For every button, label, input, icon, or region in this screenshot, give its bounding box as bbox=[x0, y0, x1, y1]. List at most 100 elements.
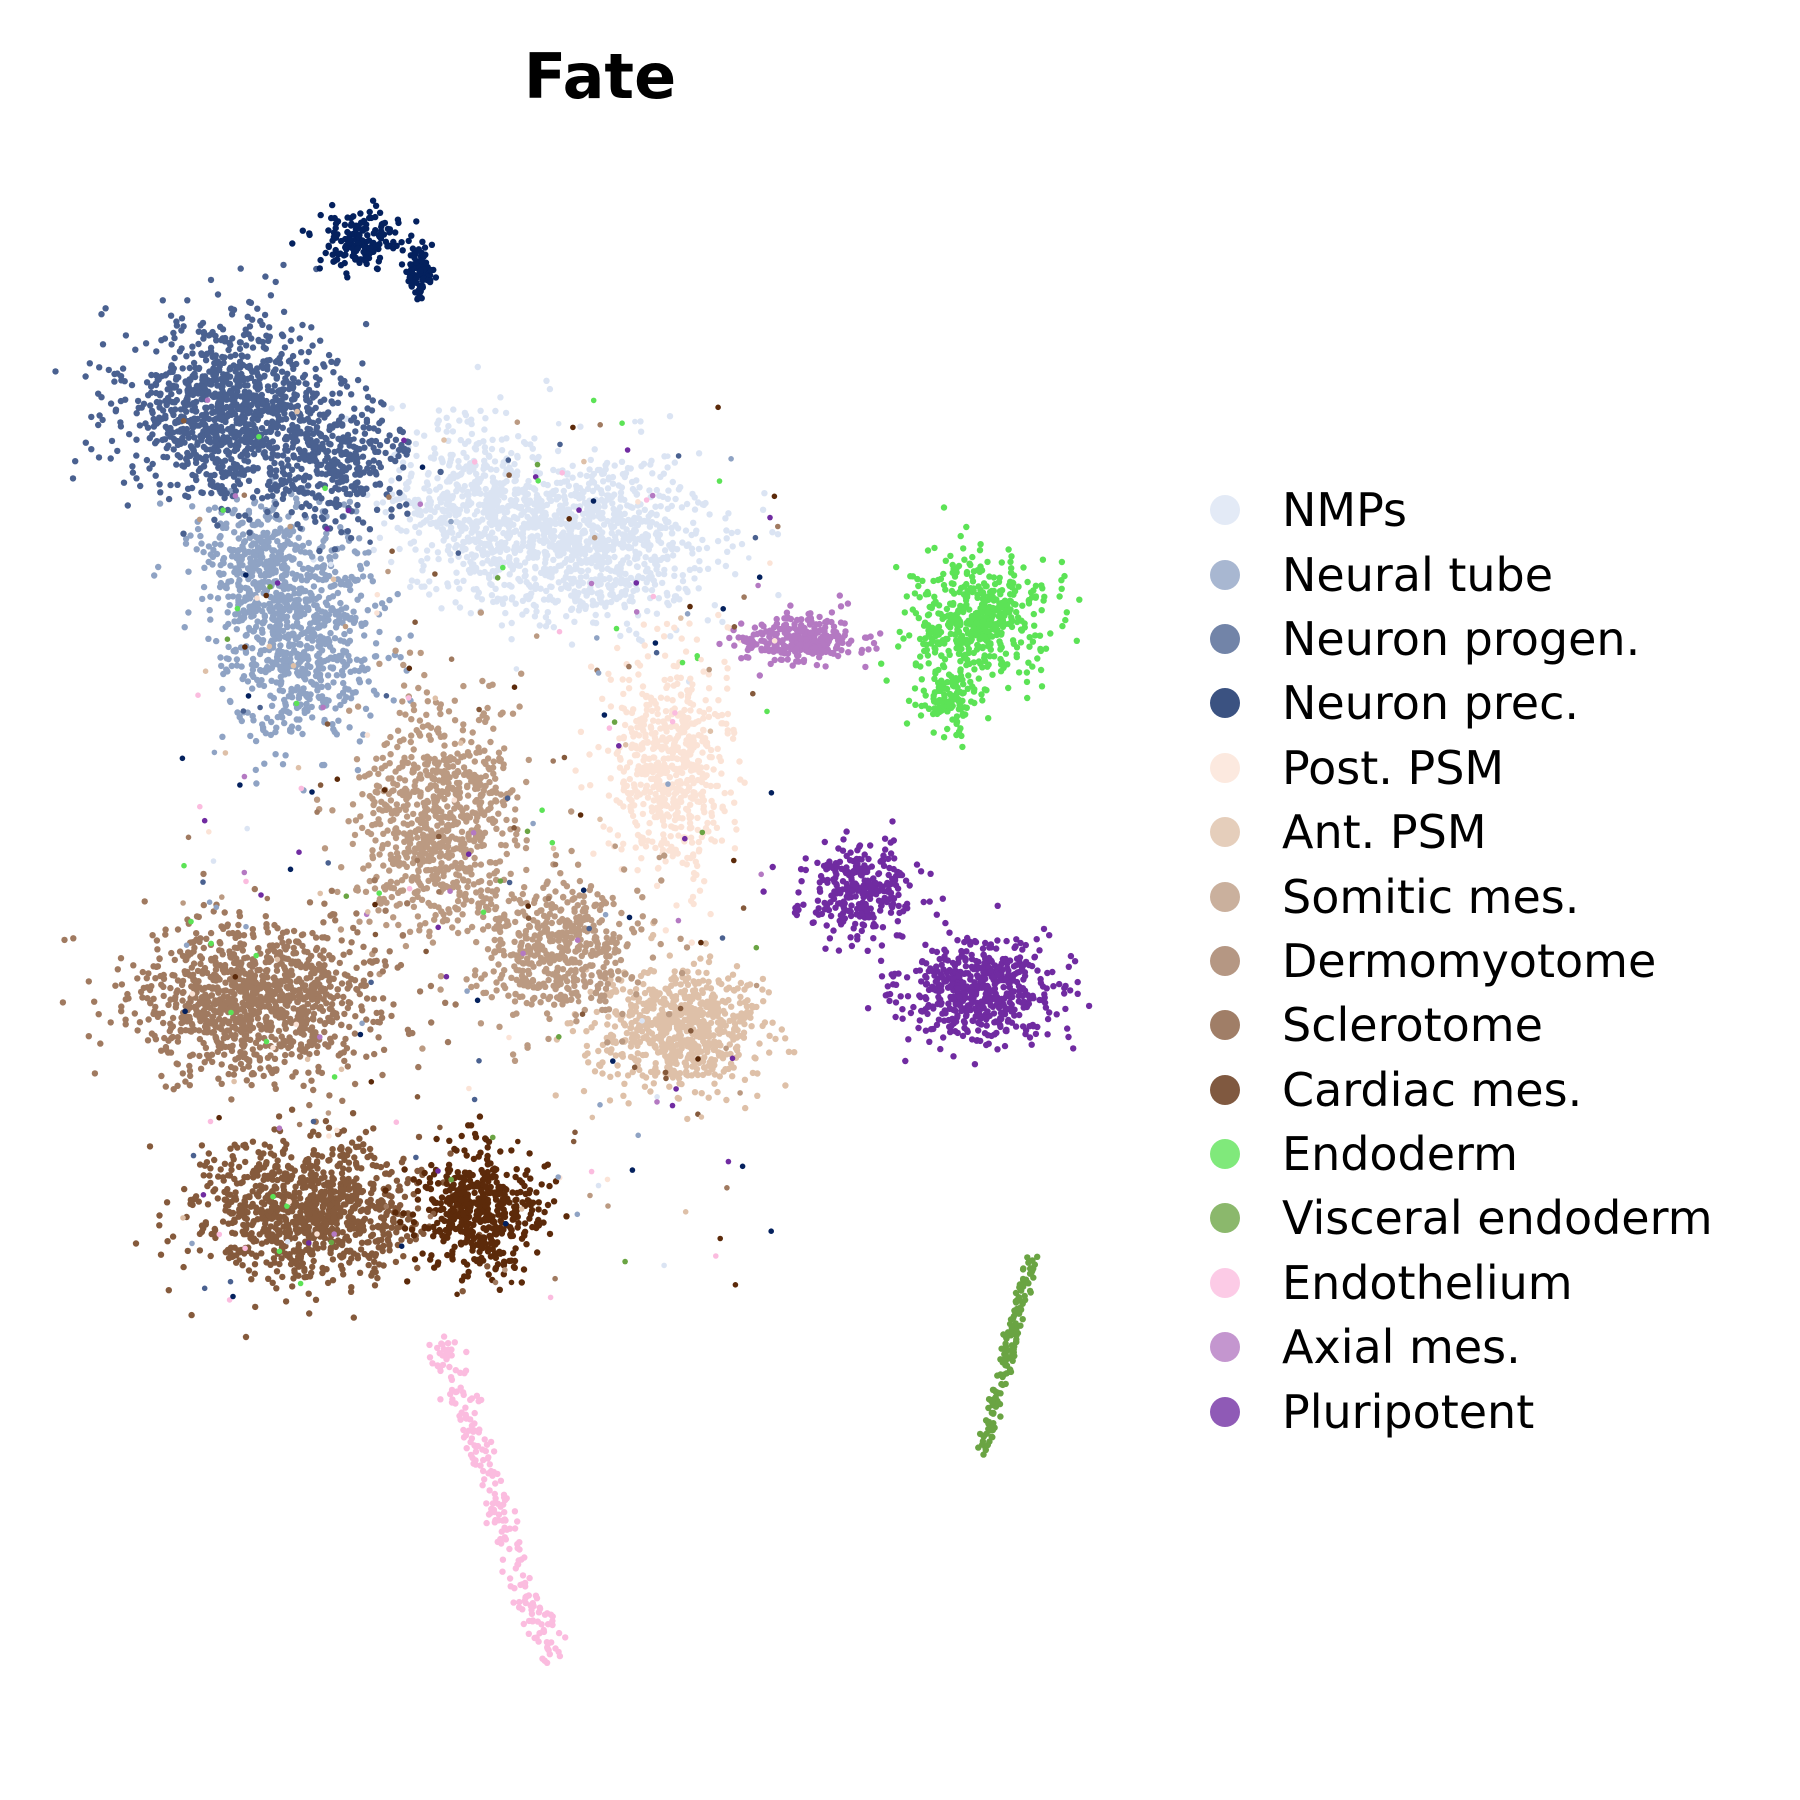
cell-point bbox=[541, 548, 548, 556]
cell-point bbox=[534, 532, 541, 539]
cell-point bbox=[140, 400, 148, 407]
cell-point bbox=[434, 504, 441, 511]
cell-point bbox=[294, 402, 301, 410]
cell-point bbox=[609, 480, 617, 487]
cell-point bbox=[683, 717, 690, 724]
cell-point bbox=[641, 560, 648, 568]
cell-point bbox=[231, 529, 238, 536]
cell-point bbox=[536, 506, 543, 513]
cell-point bbox=[684, 854, 691, 862]
cell-point bbox=[239, 374, 247, 381]
cell-point bbox=[258, 407, 266, 414]
cell-point bbox=[376, 442, 384, 449]
cell-point bbox=[645, 546, 652, 553]
cell-point bbox=[359, 573, 367, 580]
cell-point bbox=[486, 519, 493, 527]
cell-point bbox=[136, 422, 144, 429]
cell-point bbox=[324, 672, 332, 679]
cell-point bbox=[498, 447, 506, 454]
cell-point bbox=[228, 311, 236, 318]
cell-point bbox=[192, 408, 199, 415]
cell-point bbox=[399, 247, 406, 254]
cell-point bbox=[233, 445, 241, 453]
cell-point bbox=[642, 554, 649, 561]
cell-point bbox=[444, 580, 451, 587]
cell-point bbox=[102, 305, 109, 312]
cell-point bbox=[117, 423, 125, 430]
cell-point bbox=[642, 843, 650, 850]
cell-point bbox=[369, 578, 376, 585]
cell-point bbox=[184, 393, 191, 400]
cell-point bbox=[713, 782, 720, 790]
cell-point bbox=[381, 219, 389, 227]
cell-point bbox=[545, 524, 553, 532]
cell-point bbox=[696, 846, 703, 853]
cell-point bbox=[285, 670, 292, 677]
cell-point bbox=[461, 516, 468, 524]
cell-point bbox=[252, 766, 259, 774]
cell-point bbox=[583, 573, 590, 580]
cell-point bbox=[481, 462, 488, 469]
cell-point bbox=[201, 564, 208, 571]
cell-point bbox=[337, 524, 344, 531]
cell-point bbox=[333, 360, 340, 367]
cell-point bbox=[122, 332, 130, 339]
cell-point bbox=[653, 778, 661, 785]
cell-point bbox=[217, 441, 225, 449]
cell-point bbox=[386, 485, 393, 493]
cell-point bbox=[69, 475, 77, 482]
cell-point bbox=[538, 497, 545, 505]
cell-point bbox=[363, 260, 370, 268]
cell-point bbox=[580, 488, 587, 496]
cell-point bbox=[520, 438, 528, 446]
cell-point bbox=[660, 633, 668, 640]
cell-point bbox=[491, 548, 498, 555]
cell-point bbox=[593, 601, 600, 608]
cell-point bbox=[346, 724, 353, 731]
cell-point bbox=[272, 528, 279, 536]
cell-point bbox=[431, 508, 438, 516]
cell-point bbox=[365, 459, 373, 467]
cell-point bbox=[578, 784, 585, 791]
cell-point bbox=[663, 620, 671, 628]
cell-point bbox=[381, 604, 389, 612]
cell-point bbox=[611, 553, 618, 561]
cell-point bbox=[314, 482, 322, 490]
cell-point bbox=[199, 319, 207, 327]
cell-point bbox=[274, 592, 281, 599]
cell-point bbox=[664, 592, 671, 599]
cell-point bbox=[583, 472, 590, 480]
cell-point bbox=[488, 504, 496, 511]
cell-point bbox=[211, 540, 219, 548]
cell-point bbox=[386, 596, 393, 604]
cell-point bbox=[695, 545, 703, 553]
cell-point bbox=[142, 340, 150, 347]
cell-point bbox=[339, 658, 347, 665]
cell-point bbox=[652, 844, 659, 852]
cell-point bbox=[723, 527, 730, 534]
cell-point bbox=[678, 692, 685, 699]
cell-point bbox=[665, 601, 672, 609]
cell-point bbox=[617, 489, 625, 496]
cell-point bbox=[376, 534, 384, 541]
cell-point bbox=[234, 439, 241, 446]
cell-point bbox=[195, 364, 203, 372]
cell-point bbox=[340, 463, 347, 471]
cell-point bbox=[331, 467, 338, 474]
cell-point bbox=[663, 840, 670, 847]
cell-point bbox=[366, 526, 374, 533]
cell-point bbox=[586, 751, 593, 758]
cell-point bbox=[679, 572, 686, 579]
cell-point bbox=[247, 299, 255, 306]
cell-point bbox=[453, 569, 460, 576]
cell-point bbox=[267, 292, 275, 299]
cell-point bbox=[199, 455, 206, 463]
cell-point bbox=[611, 1023, 619, 1030]
cell-point bbox=[309, 457, 316, 464]
cell-point bbox=[386, 229, 393, 236]
cell-point bbox=[159, 436, 166, 444]
cell-point bbox=[418, 295, 425, 302]
cell-point bbox=[325, 351, 333, 359]
cell-point bbox=[310, 681, 317, 688]
cell-point bbox=[637, 536, 645, 544]
